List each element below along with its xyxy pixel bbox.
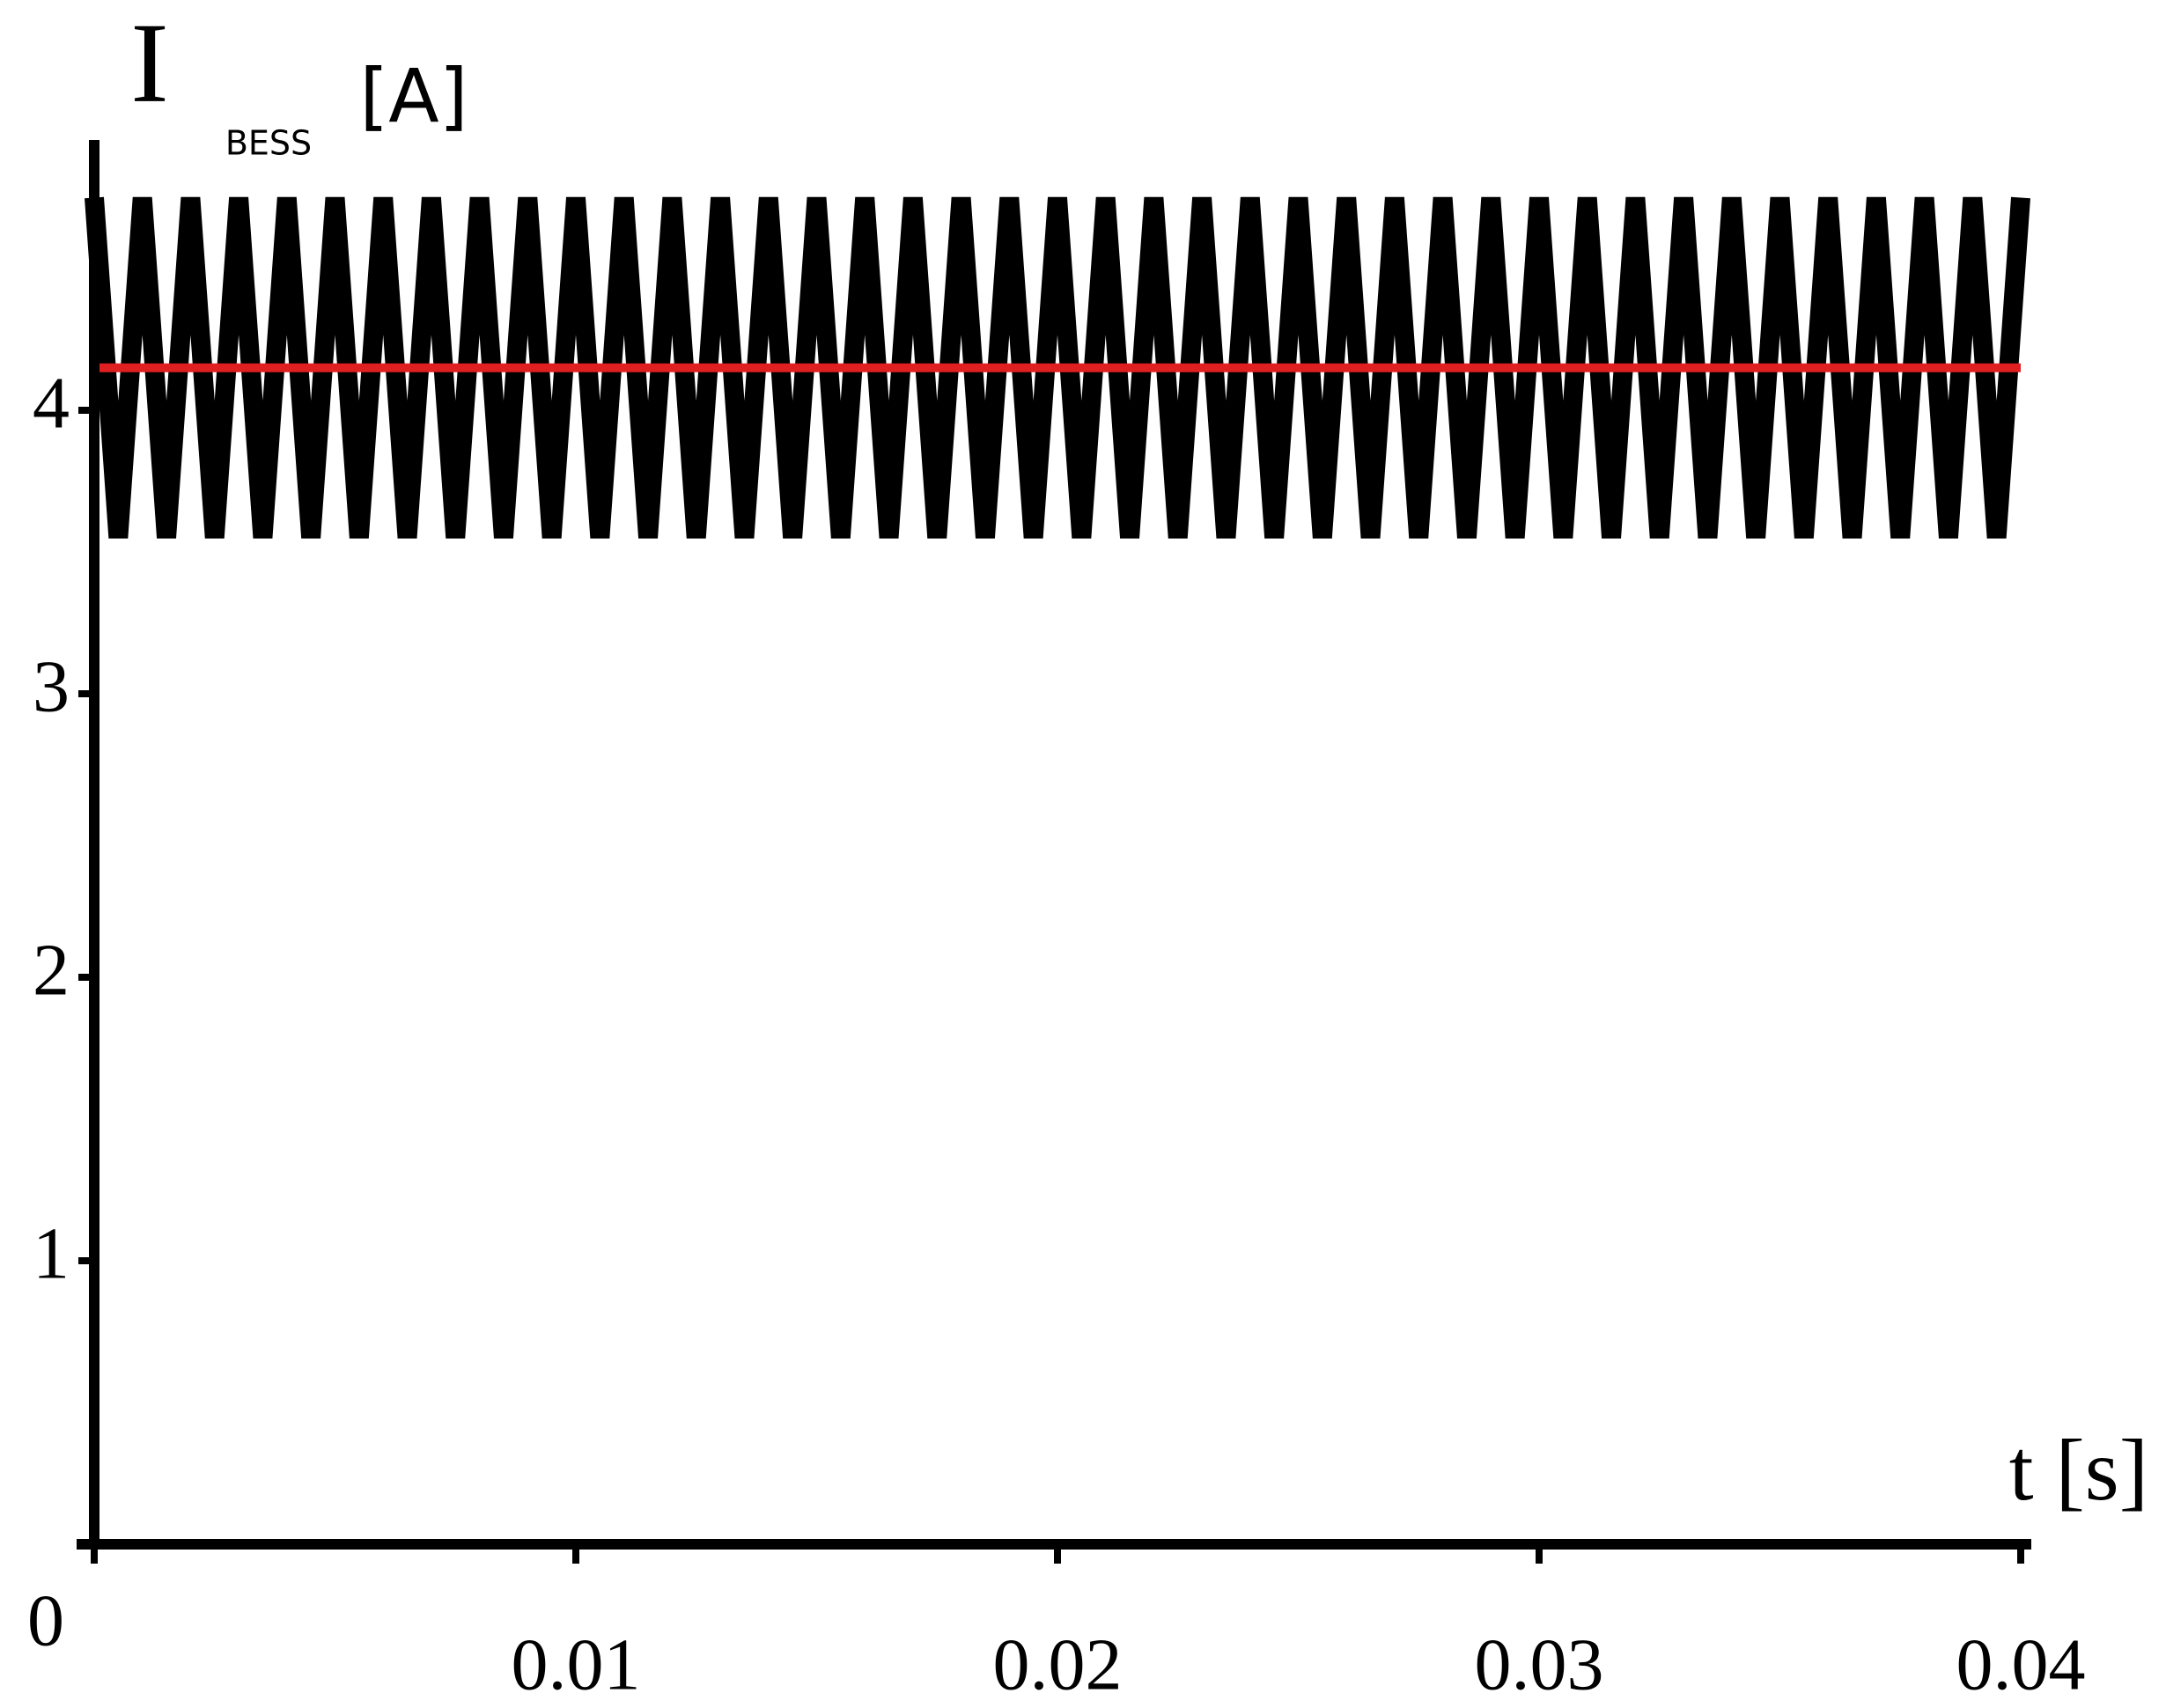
y-tick-label: 4 bbox=[33, 362, 70, 444]
x-tick-label: 0 bbox=[27, 1579, 64, 1661]
x-tick-label: 0.01 bbox=[512, 1623, 641, 1705]
data-line bbox=[85, 196, 2030, 539]
x-axis-label: t [s] bbox=[2009, 1421, 2148, 1519]
x-tick-label: 0.04 bbox=[1956, 1623, 2086, 1705]
x-tick-label: 0.03 bbox=[1475, 1623, 1604, 1705]
x-tick-label: 0.02 bbox=[993, 1623, 1123, 1705]
y-tick-label: 2 bbox=[33, 929, 70, 1011]
y-axis-unit: [A] bbox=[359, 53, 468, 139]
y-tick-label: 1 bbox=[33, 1212, 70, 1294]
y-axis-label-subscript: BESS bbox=[225, 124, 312, 163]
y-tick-label: 3 bbox=[33, 645, 70, 727]
y-axis-label: I bbox=[130, 0, 168, 127]
